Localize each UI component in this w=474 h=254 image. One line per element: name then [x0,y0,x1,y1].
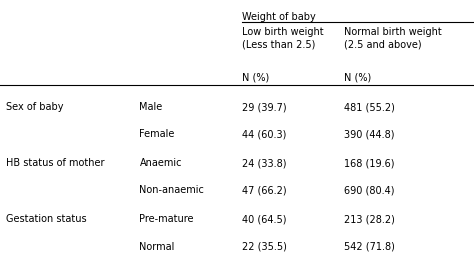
Text: 390 (44.8): 390 (44.8) [344,130,394,139]
Text: 29 (39.7): 29 (39.7) [242,102,286,112]
Text: Weight of baby: Weight of baby [242,12,315,23]
Text: 690 (80.4): 690 (80.4) [344,185,394,196]
Text: Low birth weight
(Less than 2.5): Low birth weight (Less than 2.5) [242,27,323,50]
Text: 213 (28.2): 213 (28.2) [344,214,395,224]
Text: Normal: Normal [139,242,175,251]
Text: 481 (55.2): 481 (55.2) [344,102,395,112]
Text: Gestation status: Gestation status [6,214,86,224]
Text: Sex of baby: Sex of baby [6,102,63,112]
Text: HB status of mother: HB status of mother [6,158,104,168]
Text: Anaemic: Anaemic [139,158,182,168]
Text: N (%): N (%) [242,72,269,82]
Text: Pre-mature: Pre-mature [139,214,194,224]
Text: N (%): N (%) [344,72,371,82]
Text: 542 (71.8): 542 (71.8) [344,242,395,251]
Text: Female: Female [139,130,175,139]
Text: Normal birth weight
(2.5 and above): Normal birth weight (2.5 and above) [344,27,442,50]
Text: Male: Male [139,102,163,112]
Text: 22 (35.5): 22 (35.5) [242,242,286,251]
Text: Non-anaemic: Non-anaemic [139,185,204,196]
Text: 168 (19.6): 168 (19.6) [344,158,394,168]
Text: 24 (33.8): 24 (33.8) [242,158,286,168]
Text: 40 (64.5): 40 (64.5) [242,214,286,224]
Text: 44 (60.3): 44 (60.3) [242,130,286,139]
Text: 47 (66.2): 47 (66.2) [242,185,286,196]
